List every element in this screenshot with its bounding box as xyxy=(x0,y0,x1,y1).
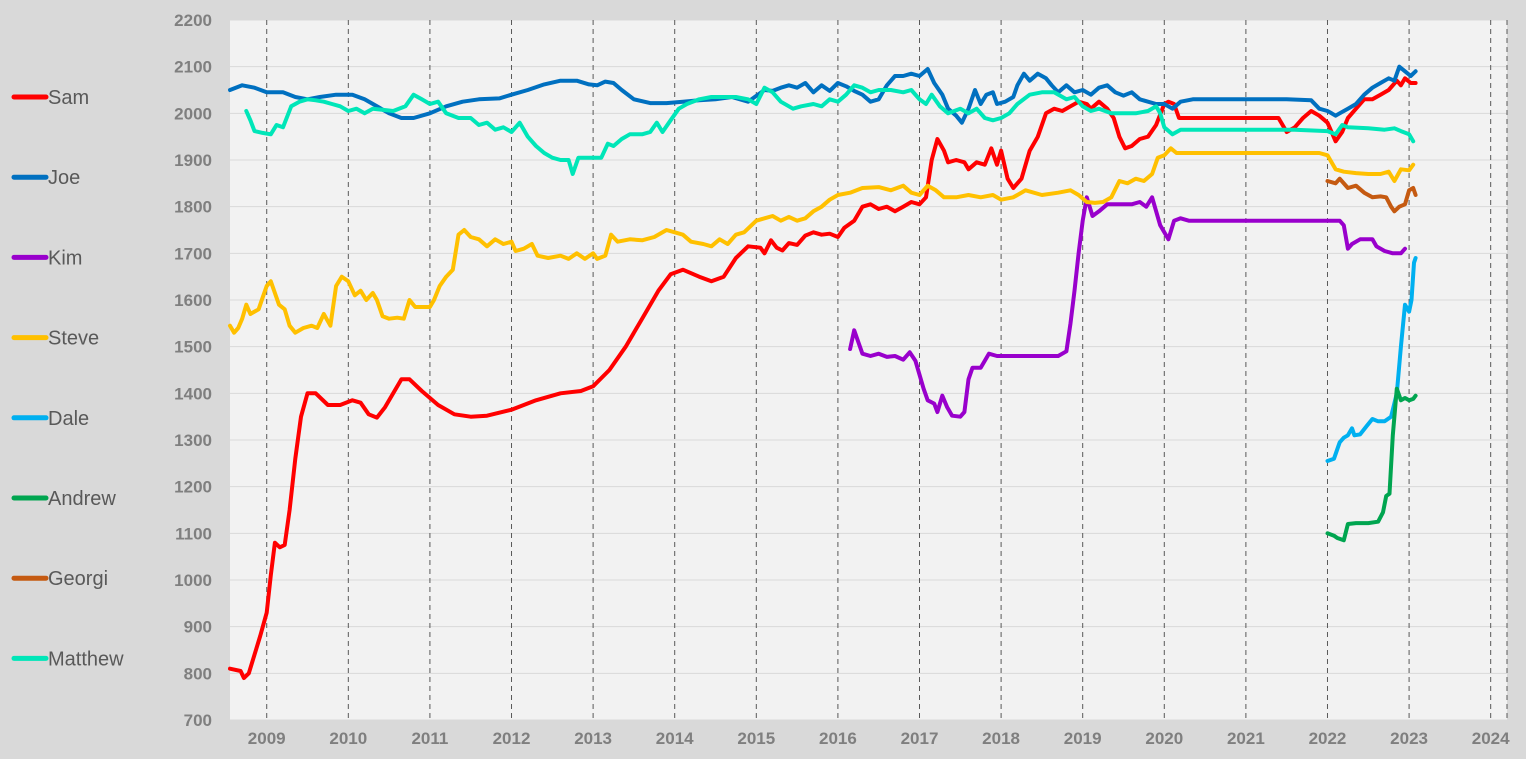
y-tick-label: 1500 xyxy=(174,338,212,357)
series-line-steve xyxy=(228,146,1416,335)
y-axis-tick-labels: 700 800 900 1000 1100 1200 1300 1400 1500 1600 170… xyxy=(174,11,212,730)
legend-label-georgi: Georgi xyxy=(48,568,108,590)
y-tick-label: 1600 xyxy=(174,291,212,310)
legend-label-dale: Dale xyxy=(48,408,89,430)
y-tick-label: 1700 xyxy=(174,244,212,263)
x-tick-label: 2013 xyxy=(574,729,612,748)
x-tick-label: 2011 xyxy=(411,729,448,748)
x-tick-label: 2024 xyxy=(1472,729,1510,748)
legend-label-steve: Steve xyxy=(48,328,99,350)
legend-label-joe: Joe xyxy=(48,167,80,189)
series-line-georgi xyxy=(1325,176,1418,214)
series-line-andrew xyxy=(1325,386,1418,543)
y-tick-label: 1300 xyxy=(174,431,212,450)
y-tick-label: 800 xyxy=(184,664,212,683)
y-tick-label: 1200 xyxy=(174,478,212,497)
y-tick-label: 900 xyxy=(184,618,212,637)
y-tick-label: 1900 xyxy=(174,151,212,170)
y-tick-label: 1100 xyxy=(175,524,212,543)
y-tick-label: 2000 xyxy=(174,104,212,123)
y-tick-label: 2100 xyxy=(174,58,212,77)
legend-label-matthew: Matthew xyxy=(48,648,124,670)
series-line-matthew xyxy=(244,83,1416,176)
x-tick-label: 2018 xyxy=(982,729,1020,748)
x-tick-label: 2017 xyxy=(901,729,939,748)
y-tick-label: 700 xyxy=(184,711,212,730)
x-tick-label: 2015 xyxy=(737,729,775,748)
series-line-dale xyxy=(1325,256,1418,463)
x-tick-label: 2019 xyxy=(1064,729,1102,748)
x-tick-label: 2014 xyxy=(656,729,694,748)
x-tick-label: 2010 xyxy=(329,729,367,748)
y-tick-label: 1400 xyxy=(174,384,212,403)
x-tick-label: 2023 xyxy=(1390,729,1428,748)
y-tick-label: 1800 xyxy=(174,198,212,217)
series-line-joe xyxy=(228,64,1418,125)
plot-area xyxy=(230,20,1507,720)
x-tick-label: 2009 xyxy=(248,729,286,748)
x-tick-label: 2016 xyxy=(819,729,857,748)
horizontal-gridlines xyxy=(230,19,1507,721)
legend: Sam Joe Kim Steve Dale Andrew Georgi Matthew xyxy=(11,87,124,670)
legend-label-sam: Sam xyxy=(48,87,89,109)
series-layer xyxy=(228,64,1418,680)
x-tick-label: 2021 xyxy=(1227,729,1265,748)
legend-label-andrew: Andrew xyxy=(48,488,116,510)
series-line-sam xyxy=(228,76,1418,680)
x-tick-label: 2020 xyxy=(1145,729,1183,748)
y-tick-label: 2200 xyxy=(174,11,212,30)
x-axis-tick-labels: 2009 2010 2011 2012 2013 2014 2015 2016 2017 2018… xyxy=(248,729,1510,748)
y-tick-label: 1000 xyxy=(174,571,212,590)
series-line-kim xyxy=(848,195,1407,419)
x-tick-label: 2012 xyxy=(493,729,531,748)
x-tick-label: 2022 xyxy=(1309,729,1347,748)
legend-label-kim: Kim xyxy=(48,247,82,269)
